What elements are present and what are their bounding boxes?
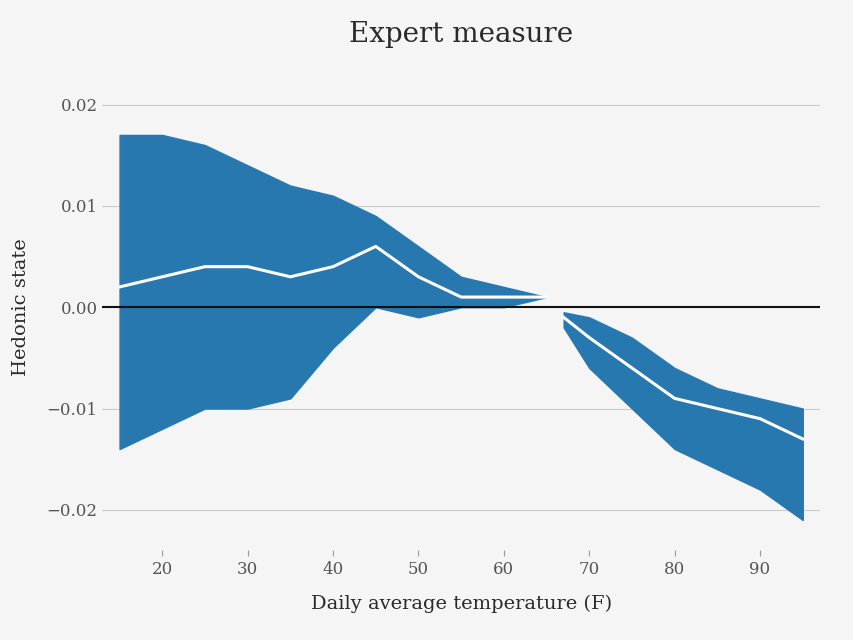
- X-axis label: Daily average temperature (F): Daily average temperature (F): [310, 595, 611, 612]
- Title: Expert measure: Expert measure: [349, 20, 572, 48]
- Y-axis label: Hedonic state: Hedonic state: [12, 238, 30, 376]
